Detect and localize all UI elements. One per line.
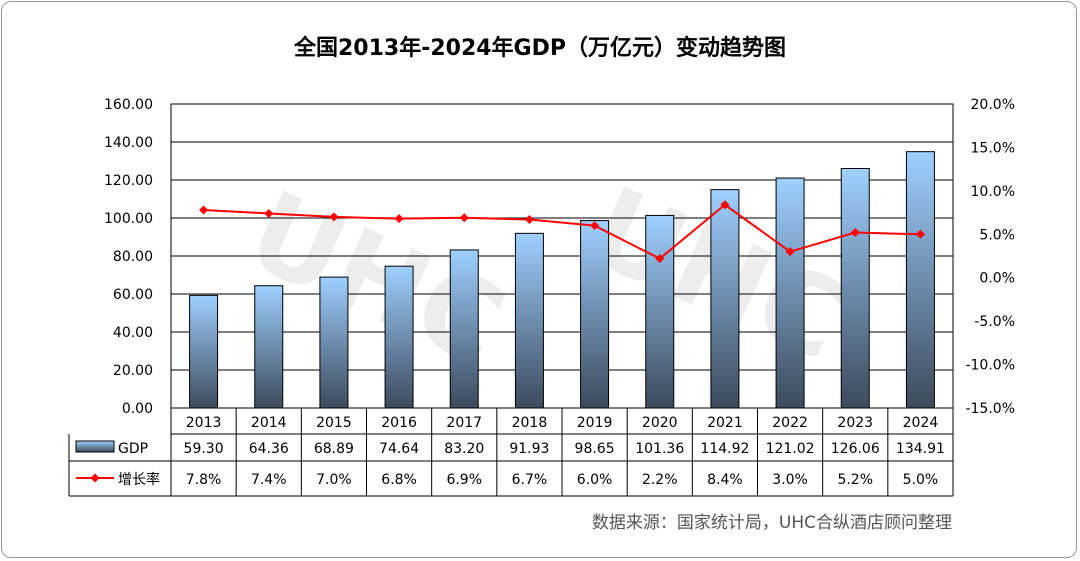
growth-rate-point (524, 215, 534, 225)
growth-value-label: 5.2% (837, 472, 873, 488)
x-tick-label: 2019 (577, 415, 613, 431)
gridlines (171, 103, 953, 409)
left-tick-label: 40.00 (113, 325, 153, 341)
left-tick-label: 80.00 (113, 249, 153, 265)
gdp-value-label: 91.93 (509, 441, 549, 457)
growth-value-label: 2.2% (642, 472, 678, 488)
left-tick-label: 160.00 (104, 97, 153, 113)
gdp-bar (384, 265, 414, 409)
gdp-bar (319, 276, 349, 409)
x-tick-label: 2015 (316, 415, 352, 431)
gdp-bar (710, 189, 740, 409)
x-tick-label: 2018 (512, 415, 548, 431)
right-tick-label: 15.0% (971, 140, 1015, 156)
growth-rate-point (459, 213, 469, 223)
right-tick-label: 0.0% (979, 271, 1015, 287)
gdp-value-label: 68.89 (314, 441, 354, 457)
x-tick-label: 2022 (772, 415, 808, 431)
growth-rate-point (394, 214, 404, 224)
gdp-bar (254, 285, 284, 409)
growth-rate-line (203, 203, 921, 260)
growth-value-label: 6.9% (446, 472, 482, 488)
data-table: 2013 2014 2015 2016 2017 2018 2019 2020 2021 2022… (68, 408, 954, 497)
gdp-bar (580, 220, 610, 409)
x-tick-label: 2014 (251, 415, 287, 431)
growth-value-label: 3.0% (772, 472, 808, 488)
left-axis-ticks: 0.00 20.00 40.00 60.00 80.00 100.00 120.00 140.… (104, 97, 153, 417)
gdp-bar (189, 294, 219, 409)
gdp-bar (514, 232, 544, 409)
gdp-value-label: 114.92 (700, 441, 749, 457)
growth-value-label: 7.8% (186, 472, 222, 488)
right-tick-label: 20.0% (971, 97, 1015, 113)
plot-area-border (170, 103, 954, 409)
growth-value-label: 7.0% (316, 472, 352, 488)
growth-value-label: 6.7% (512, 472, 548, 488)
left-tick-label: 100.00 (104, 211, 153, 227)
growth-rate-point (720, 200, 730, 210)
growth-value-label: 5.0% (903, 472, 939, 488)
gdp-bar (645, 214, 675, 409)
gdp-value-label: 134.91 (896, 441, 945, 457)
gdp-value-label: 101.36 (635, 441, 684, 457)
legend-gdp-label: GDP (118, 441, 148, 457)
legend-growth-marker (90, 473, 100, 483)
growth-rate-point (199, 205, 209, 215)
growth-value-label: 6.0% (577, 472, 613, 488)
left-tick-label: 120.00 (104, 173, 153, 189)
growth-rate-point (785, 247, 795, 257)
right-tick-label: 5.0% (979, 227, 1015, 243)
right-tick-label: -10.0% (965, 358, 1015, 374)
gdp-value-label: 98.65 (575, 441, 615, 457)
x-tick-label: 2020 (642, 415, 678, 431)
chart-title: 全国2013年-2024年GDP（万亿元）变动趋势图 (293, 36, 787, 61)
gdp-bar (840, 167, 870, 409)
gdp-value-label: 126.06 (831, 441, 880, 457)
gdp-value-label: 121.02 (766, 441, 815, 457)
gdp-bar (775, 177, 805, 409)
right-axis-ticks: -15.0% -10.0% -5.0% 0.0% 5.0% 10.0% 15.0% 20.0% (965, 97, 1015, 417)
gdp-value-label: 64.36 (249, 441, 289, 457)
right-tick-label: 10.0% (971, 184, 1015, 200)
left-tick-label: 20.00 (113, 363, 153, 379)
left-tick-label: 0.00 (122, 401, 153, 417)
growth-rate-point (329, 212, 339, 222)
growth-rate-point (264, 208, 274, 218)
growth-rate-point (590, 221, 600, 231)
x-tick-label: 2024 (903, 415, 939, 431)
bars-group (189, 151, 935, 409)
left-tick-label: 60.00 (113, 287, 153, 303)
x-tick-label: 2023 (837, 415, 873, 431)
legend-growth-label: 增长率 (118, 471, 160, 488)
gdp-value-label: 83.20 (444, 441, 484, 457)
right-tick-label: -5.0% (974, 314, 1015, 330)
x-tick-label: 2021 (707, 415, 743, 431)
x-tick-label: 2013 (186, 415, 222, 431)
legend-gdp-swatch (75, 440, 115, 453)
right-tick-label: -15.0% (965, 401, 1015, 417)
gdp-value-label: 74.64 (379, 441, 419, 457)
growth-value-label: 6.8% (381, 472, 417, 488)
source-note: 数据来源：国家统计局，UHC合纵酒店顾问整理 (591, 513, 952, 533)
growth-rate-point (850, 228, 860, 238)
gdp-bar (449, 249, 479, 409)
growth-rate-point (915, 229, 925, 239)
x-tick-label: 2016 (381, 415, 417, 431)
gdp-bar (905, 151, 935, 409)
growth-value-label: 7.4% (251, 472, 287, 488)
growth-value-label: 8.4% (707, 472, 743, 488)
left-tick-label: 140.00 (104, 135, 153, 151)
gdp-value-label: 59.30 (184, 441, 224, 457)
growth-rate-point (655, 254, 665, 264)
growth-line-group (199, 200, 925, 264)
x-tick-label: 2017 (446, 415, 482, 431)
